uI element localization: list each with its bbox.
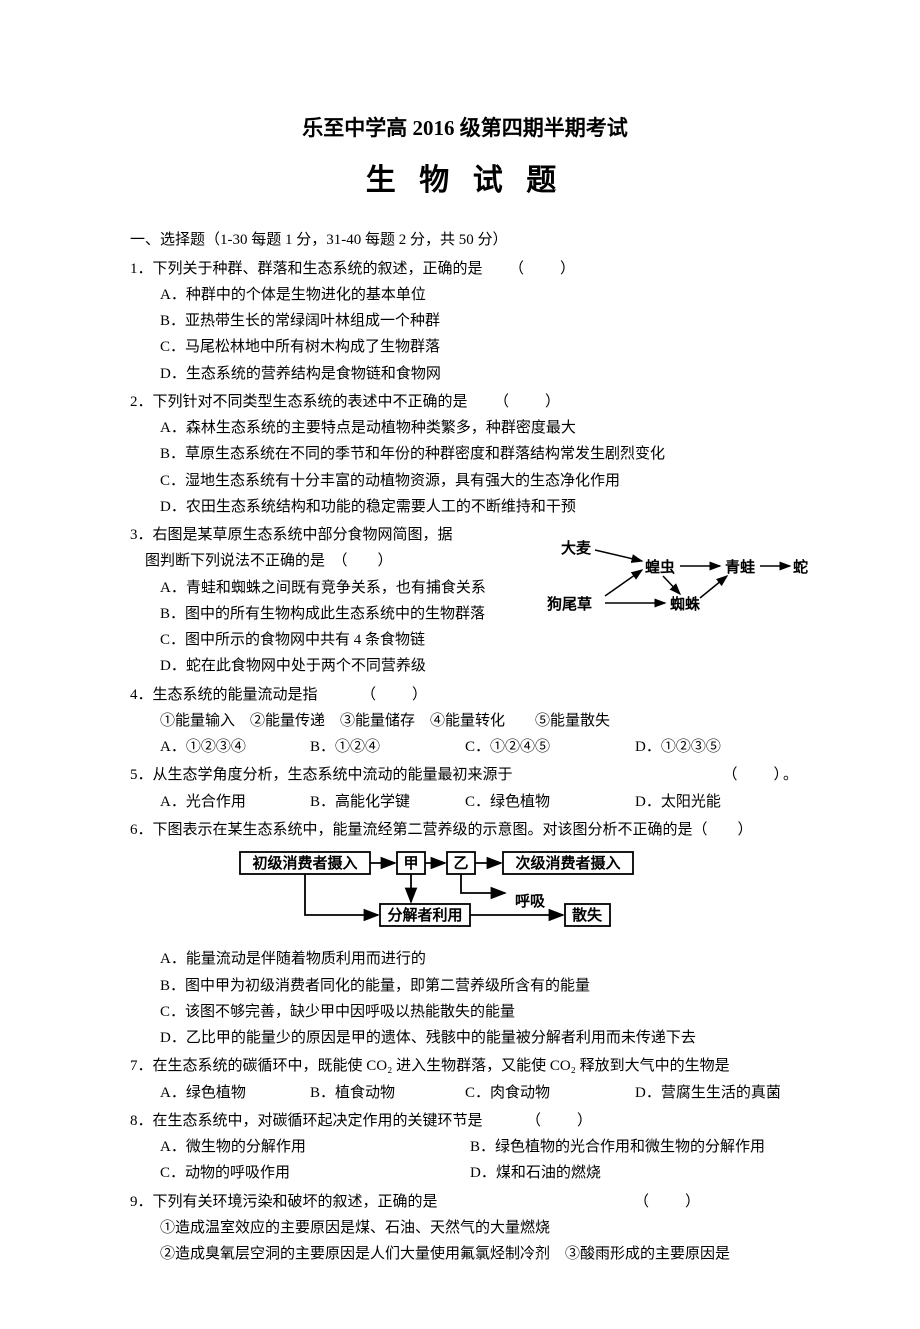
label-respiration: 呼吸 xyxy=(515,893,546,910)
option-c: C．肉食动物 xyxy=(465,1080,635,1106)
question-stem: 9．下列有关环境污染和破坏的叙述，正确的是 （ ） xyxy=(130,1189,800,1215)
options-row-2: C．动物的呼吸作用 D．煤和石油的燃烧 xyxy=(130,1160,800,1186)
option-b: B．图中的所有生物构成此生态系统中的生物群落 xyxy=(130,601,530,627)
option-c: C．该图不够完善，缺少甲中因呼吸以热能散失的能量 xyxy=(130,999,800,1025)
option-a: A．种群中的个体是生物进化的基本单位 xyxy=(130,282,800,308)
question-stem: 2．下列针对不同类型生态系统的表述中不正确的是 （ ） xyxy=(130,389,800,415)
paren: （ ） xyxy=(468,394,563,410)
sub-options: ①能量输入 ②能量传递 ③能量储存 ④能量转化 ⑤能量散失 xyxy=(130,708,800,734)
option-d: D．营腐生生活的真菌 xyxy=(635,1080,781,1106)
exam-subject-title: 生 物 试 题 xyxy=(130,155,800,208)
node-damai: 大麦 xyxy=(561,536,591,562)
node-zhizhu: 蜘蛛 xyxy=(670,592,700,618)
box-jia: 甲 xyxy=(403,855,418,872)
node-gouweicao: 狗尾草 xyxy=(547,592,592,618)
box-secondary-consumer-intake: 次级消费者摄入 xyxy=(515,854,620,872)
option-c: C．动物的呼吸作用 xyxy=(160,1160,470,1186)
option-b: B．①②④ xyxy=(310,734,465,760)
options-row-1: A．微生物的分解作用 B．绿色植物的光合作用和微生物的分解作用 xyxy=(130,1134,800,1160)
question-stem-line1: 3．右图是某草原生态系统中部分食物网简图，据 xyxy=(130,522,530,548)
option-a: A．森林生态系统的主要特点是动植物种类繁多，种群密度最大 xyxy=(130,415,800,441)
option-a: A．绿色植物 xyxy=(160,1080,310,1106)
option-d: D．乙比甲的能量少的原因是甲的遗体、残骸中的能量被分解者利用而未传递下去 xyxy=(130,1025,800,1051)
question-8: 8．在生态系统中，对碳循环起决定作用的关键环节是 （ ） A．微生物的分解作用 … xyxy=(130,1108,800,1187)
stem-text: 2．下列针对不同类型生态系统的表述中不正确的是 xyxy=(130,394,468,410)
stem-text: 1．下列关于种群、群落和生态系统的叙述，正确的是 xyxy=(130,261,483,277)
option-d: D．生态系统的营养结构是食物链和食物网 xyxy=(130,361,800,387)
section-header: 一、选择题（1-30 每题 1 分，31-40 每题 2 分，共 50 分） xyxy=(130,227,800,253)
option-b: B．亚热带生长的常绿阔叶林组成一个种群 xyxy=(130,308,800,334)
option-d: D．太阳光能 xyxy=(635,789,721,815)
box-yi: 乙 xyxy=(453,855,468,872)
option-b: B．绿色植物的光合作用和微生物的分解作用 xyxy=(470,1134,780,1160)
food-web-diagram: 大麦 狗尾草 蝗虫 蜘蛛 青蛙 蛇 xyxy=(535,536,810,626)
option-c: C．马尾松林地中所有树木构成了生物群落 xyxy=(130,334,800,360)
option-c: C．①②④⑤ xyxy=(465,734,635,760)
node-she: 蛇 xyxy=(793,555,808,581)
option-b: B．高能化学键 xyxy=(310,789,465,815)
question-stem: 4．生态系统的能量流动是指 （ ） xyxy=(130,682,800,708)
paren: （ ）。 xyxy=(722,762,800,788)
paren: （ ） xyxy=(483,261,578,277)
option-d: D．煤和石油的燃烧 xyxy=(470,1160,780,1186)
option-d: D．①②③⑤ xyxy=(635,734,721,760)
question-stem: 8．在生态系统中，对碳循环起决定作用的关键环节是 （ ） xyxy=(130,1108,800,1134)
option-b: B．草原生态系统在不同的季节和年份的种群密度和群落结构常发生剧烈变化 xyxy=(130,441,800,467)
question-stem-line2: 图判断下列说法不正确的是 （ ） xyxy=(130,548,530,574)
question-stem: 7．在生态系统的碳循环中，既能使 CO₂ 进入生物群落，又能使 CO₂ 释放到大… xyxy=(130,1053,800,1079)
question-2: 2．下列针对不同类型生态系统的表述中不正确的是 （ ） A．森林生态系统的主要特… xyxy=(130,389,800,520)
options-row: A．①②③④ B．①②④ C．①②④⑤ D．①②③⑤ xyxy=(130,734,800,760)
energy-flow-diagram: 初级消费者摄入 甲 乙 次级消费者摄入 分解者利用 呼吸 散失 xyxy=(130,849,800,940)
paren: （ ） xyxy=(438,1194,703,1210)
option-d: D．农田生态系统结构和功能的稳定需要人工的不断维持和干预 xyxy=(130,494,800,520)
question-4: 4．生态系统的能量流动是指 （ ） ①能量输入 ②能量传递 ③能量储存 ④能量转… xyxy=(130,682,800,761)
option-a: A．能量流动是伴随着物质利用而进行的 xyxy=(130,946,800,972)
options-row: A．绿色植物 B．植食动物 C．肉食动物 D．营腐生生活的真菌 xyxy=(130,1080,800,1106)
exam-school-title: 乐至中学高 2016 级第四期半期考试 xyxy=(130,110,800,147)
question-stem: 1．下列关于种群、群落和生态系统的叙述，正确的是 （ ） xyxy=(130,256,800,282)
question-5: 5．从生态学角度分析，生态系统中流动的能量最初来源于 （ ）。 A．光合作用 B… xyxy=(130,762,800,815)
option-c: C．图中所示的食物网中共有 4 条食物链 xyxy=(130,627,800,653)
stem-text: 5．从生态学角度分析，生态系统中流动的能量最初来源于 xyxy=(130,762,722,788)
stem-text: 4．生态系统的能量流动是指 xyxy=(130,687,318,703)
option-c: C．湿地生态系统有十分丰富的动植物资源，具有强大的生态净化作用 xyxy=(130,468,800,494)
question-stem: 5．从生态学角度分析，生态系统中流动的能量最初来源于 （ ）。 xyxy=(130,762,800,788)
option-a: A．青蛙和蜘蛛之间既有竞争关系，也有捕食关系 xyxy=(130,575,530,601)
box-decomposer: 分解者利用 xyxy=(387,906,462,924)
option-a: A．光合作用 xyxy=(160,789,310,815)
box-primary-consumer-intake: 初级消费者摄入 xyxy=(252,854,357,872)
option-b: B．植食动物 xyxy=(310,1080,465,1106)
question-7: 7．在生态系统的碳循环中，既能使 CO₂ 进入生物群落，又能使 CO₂ 释放到大… xyxy=(130,1053,800,1106)
statement-1: ①造成温室效应的主要原因是煤、石油、天然气的大量燃烧 xyxy=(130,1215,800,1241)
question-9: 9．下列有关环境污染和破坏的叙述，正确的是 （ ） ①造成温室效应的主要原因是煤… xyxy=(130,1189,800,1268)
option-b: B．图中甲为初级消费者同化的能量，即第二营养级所含有的能量 xyxy=(130,973,800,999)
question-3: 大麦 狗尾草 蝗虫 蜘蛛 青蛙 蛇 3．右图是某草原生态系统中部分食物网简图，据… xyxy=(130,522,800,680)
statement-2: ②造成臭氧层空洞的主要原因是人们大量使用氟氯烃制冷剂 ③酸雨形成的主要原因是 xyxy=(130,1241,800,1267)
option-a: A．微生物的分解作用 xyxy=(160,1134,470,1160)
question-stem: 6．下图表示在某生态系统中，能量流经第二营养级的示意图。对该图分析不正确的是（ … xyxy=(130,817,800,843)
question-6: 6．下图表示在某生态系统中，能量流经第二营养级的示意图。对该图分析不正确的是（ … xyxy=(130,817,800,1052)
paren: （ ） xyxy=(318,687,430,703)
node-huangchong: 蝗虫 xyxy=(645,555,675,581)
paren: （ ） xyxy=(483,1113,595,1129)
options-row: A．光合作用 B．高能化学键 C．绿色植物 D．太阳光能 xyxy=(130,789,800,815)
option-c: C．绿色植物 xyxy=(465,789,635,815)
stem-text: 9．下列有关环境污染和破坏的叙述，正确的是 xyxy=(130,1194,438,1210)
box-dissipate: 散失 xyxy=(572,906,603,924)
option-a: A．①②③④ xyxy=(160,734,310,760)
stem-text: 8．在生态系统中，对碳循环起决定作用的关键环节是 xyxy=(130,1113,483,1129)
question-1: 1．下列关于种群、群落和生态系统的叙述，正确的是 （ ） A．种群中的个体是生物… xyxy=(130,256,800,387)
option-d: D．蛇在此食物网中处于两个不同营养级 xyxy=(130,653,800,679)
node-qingwa: 青蛙 xyxy=(725,555,755,581)
